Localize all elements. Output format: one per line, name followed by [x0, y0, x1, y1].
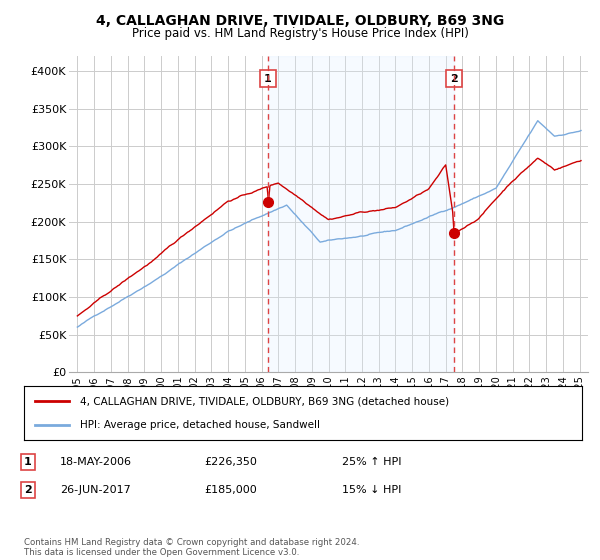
Text: 2: 2 [24, 485, 32, 495]
Bar [268, 56, 454, 372]
Text: Contains HM Land Registry data © Crown copyright and database right 2024.
This d: Contains HM Land Registry data © Crown c… [24, 538, 359, 557]
Text: 26-JUN-2017: 26-JUN-2017 [60, 485, 131, 495]
Text: £185,000: £185,000 [204, 485, 257, 495]
Text: 15% ↓ HPI: 15% ↓ HPI [342, 485, 401, 495]
Text: 18-MAY-2006: 18-MAY-2006 [60, 457, 132, 467]
Text: HPI: Average price, detached house, Sandwell: HPI: Average price, detached house, Sand… [80, 419, 320, 430]
Text: 1: 1 [24, 457, 32, 467]
Text: 4, CALLAGHAN DRIVE, TIVIDALE, OLDBURY, B69 3NG: 4, CALLAGHAN DRIVE, TIVIDALE, OLDBURY, B… [96, 14, 504, 28]
Text: £226,350: £226,350 [204, 457, 257, 467]
Text: 2: 2 [450, 73, 458, 83]
Text: 25% ↑ HPI: 25% ↑ HPI [342, 457, 401, 467]
Text: 4, CALLAGHAN DRIVE, TIVIDALE, OLDBURY, B69 3NG (detached house): 4, CALLAGHAN DRIVE, TIVIDALE, OLDBURY, B… [80, 396, 449, 407]
Text: 1: 1 [264, 73, 272, 83]
Text: Price paid vs. HM Land Registry's House Price Index (HPI): Price paid vs. HM Land Registry's House … [131, 27, 469, 40]
